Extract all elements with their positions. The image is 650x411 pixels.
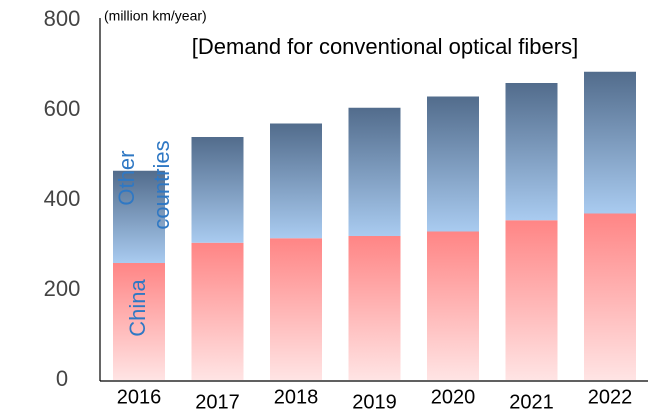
- bar-segment: [270, 123, 322, 239]
- y-tick-label: 400: [44, 186, 81, 211]
- x-tick-label: 2016: [117, 386, 162, 408]
- x-tick-label: 2021: [509, 391, 554, 411]
- y-tick-label: 800: [44, 6, 81, 31]
- chart-title: [Demand for conventional optical fibers]: [192, 34, 578, 59]
- bar-segment: [113, 170, 165, 263]
- bar-segment: [270, 238, 322, 380]
- y-tick-label: 600: [44, 96, 81, 121]
- x-tick-label: 2017: [195, 391, 240, 411]
- bar-segment: [584, 71, 636, 214]
- y-tick-label: 200: [44, 276, 81, 301]
- bar-segment: [191, 137, 244, 243]
- bar-segment: [505, 83, 558, 221]
- x-tick-label: 2022: [588, 386, 633, 408]
- bar-segment: [427, 96, 479, 232]
- bar-segment: [348, 236, 401, 380]
- legend-label: China: [125, 278, 150, 336]
- bar-segment: [427, 231, 479, 380]
- x-tick-label: 2018: [274, 386, 319, 408]
- bar-segment: [191, 242, 244, 380]
- bar-segment: [505, 220, 558, 380]
- axis-unit: (million km/year): [104, 8, 207, 24]
- x-tick-label: 2019: [352, 391, 397, 411]
- bar-segment: [113, 263, 165, 380]
- bar-segment: [348, 107, 401, 236]
- x-tick-label: 2020: [431, 386, 476, 408]
- bar-segment: [584, 213, 636, 380]
- y-tick-label: 0: [56, 366, 68, 391]
- legend-label: Other countries: [114, 140, 174, 229]
